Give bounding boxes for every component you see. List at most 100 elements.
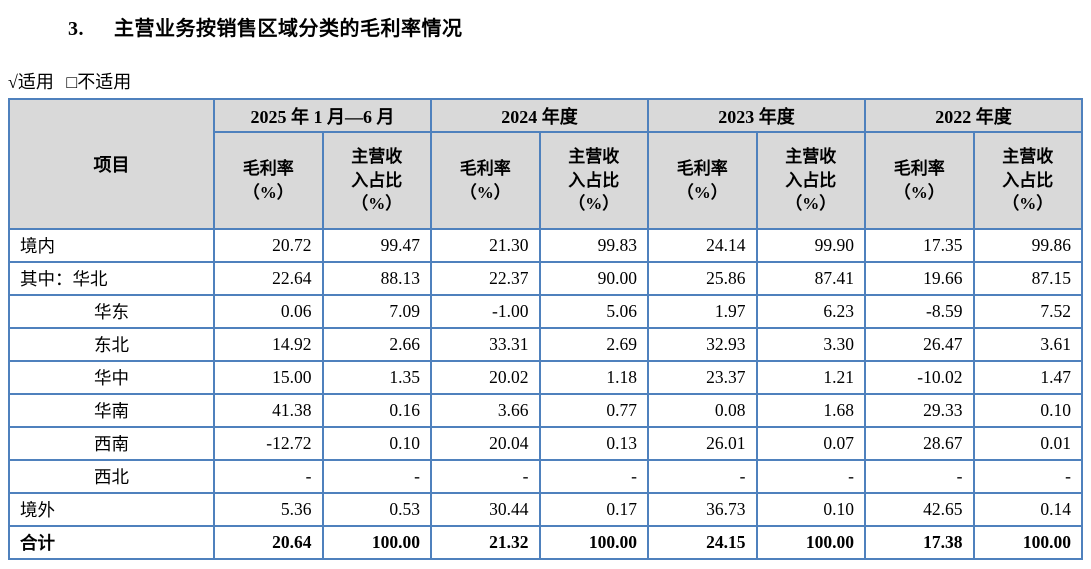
revenue-share-header: 主营收 入占比 （%） [972, 131, 1083, 230]
value-cell: - [430, 459, 541, 494]
value-cell: 0.10 [321, 426, 432, 461]
gross-margin-header: 毛利率 （%） [647, 131, 758, 230]
value-cell: - [647, 459, 758, 494]
value-cell: 25.86 [647, 261, 758, 296]
metric-header-row: 毛利率 （%） 主营收 入占比 （%） 毛利率 （%） 主营收 入占比 （%） … [9, 131, 1083, 230]
value-cell: 0.08 [647, 393, 758, 428]
value-cell: 100.00 [972, 525, 1083, 560]
value-cell: 5.06 [538, 294, 649, 329]
value-cell: 1.97 [647, 294, 758, 329]
value-cell: 0.10 [972, 393, 1083, 428]
table-row: 华中 15.00 1.35 20.02 1.18 23.37 1.21 -10.02 1.47 [8, 360, 1083, 395]
value-cell: 20.02 [430, 360, 541, 395]
period-header-2024: 2024 年度 [430, 98, 649, 133]
value-cell: 7.09 [321, 294, 432, 329]
table-body: 境内 20.72 99.47 21.30 99.83 24.14 99.90 17.35 99.… [8, 228, 1083, 560]
value-cell: -1.00 [430, 294, 541, 329]
value-cell: 0.14 [972, 492, 1083, 527]
value-cell: 87.41 [755, 261, 866, 296]
section-number: 3. [68, 18, 84, 40]
row-label: 西南 [8, 426, 215, 461]
not-applicable-option: □不适用 [66, 72, 132, 92]
revenue-share-header: 主营收 入占比 （%） [321, 131, 432, 230]
value-cell: 26.01 [647, 426, 758, 461]
value-cell: 99.47 [321, 228, 432, 263]
table-row: 境内 20.72 99.47 21.30 99.83 24.14 99.90 17.35 99.… [8, 228, 1083, 263]
table-row: 华东 0.06 7.09 -1.00 5.06 1.97 6.23 -8.59 7.52 [8, 294, 1083, 329]
value-cell: 1.47 [972, 360, 1083, 395]
value-cell: 33.31 [430, 327, 541, 362]
revenue-share-header: 主营收 入占比 （%） [538, 131, 649, 230]
table-row: 西南 -12.72 0.10 20.04 0.13 26.01 0.07 28.67 0.01 [8, 426, 1083, 461]
value-cell: 100.00 [538, 525, 649, 560]
value-cell: 3.61 [972, 327, 1083, 362]
value-cell: 3.30 [755, 327, 866, 362]
value-cell: 15.00 [213, 360, 324, 395]
value-cell: 6.23 [755, 294, 866, 329]
value-cell: 42.65 [864, 492, 975, 527]
gross-margin-header: 毛利率 （%） [864, 131, 975, 230]
table-header: 项目 2025 年 1 月—6 月 2024 年度 2023 年度 2022 年… [8, 98, 1083, 230]
value-cell: - [321, 459, 432, 494]
value-cell: 30.44 [430, 492, 541, 527]
value-cell: 0.07 [755, 426, 866, 461]
row-label: 其中：华北 [8, 261, 215, 296]
value-cell: 2.69 [538, 327, 649, 362]
value-cell: 14.92 [213, 327, 324, 362]
value-cell: 1.18 [538, 360, 649, 395]
value-cell: 21.32 [430, 525, 541, 560]
value-cell: - [213, 459, 324, 494]
value-cell: - [864, 459, 975, 494]
value-cell: 7.52 [972, 294, 1083, 329]
value-cell: 32.93 [647, 327, 758, 362]
table-row: 境外 5.36 0.53 30.44 0.17 36.73 0.10 42.65 0.14 [8, 492, 1083, 527]
value-cell: 87.15 [972, 261, 1083, 296]
item-column-header: 项目 [8, 98, 215, 230]
value-cell: -8.59 [864, 294, 975, 329]
period-header-2022: 2022 年度 [864, 98, 1083, 133]
section-title: 主营业务按销售区域分类的毛利率情况 [114, 18, 463, 40]
value-cell: 3.66 [430, 393, 541, 428]
section-heading: 3. 主营业务按销售区域分类的毛利率情况 [68, 12, 463, 41]
value-cell: 20.72 [213, 228, 324, 263]
table-row: 华南 41.38 0.16 3.66 0.77 0.08 1.68 29.33 0.10 [8, 393, 1083, 428]
value-cell: 28.67 [864, 426, 975, 461]
applicable-option: √适用 [8, 72, 54, 92]
value-cell: 22.37 [430, 261, 541, 296]
row-label: 华东 [8, 294, 215, 329]
value-cell: 2.66 [321, 327, 432, 362]
value-cell: 100.00 [755, 525, 866, 560]
value-cell: 1.21 [755, 360, 866, 395]
value-cell: 0.16 [321, 393, 432, 428]
table-row: 东北 14.92 2.66 33.31 2.69 32.93 3.30 26.47 3.61 [8, 327, 1083, 362]
value-cell: 17.38 [864, 525, 975, 560]
value-cell: 36.73 [647, 492, 758, 527]
table-row: 其中：华北 22.64 88.13 22.37 90.00 25.86 87.41 19.66… [8, 261, 1083, 296]
value-cell: 0.06 [213, 294, 324, 329]
table-row: 西北 - - - - - - - - [8, 459, 1083, 494]
row-label: 境外 [8, 492, 215, 527]
row-label: 华中 [8, 360, 215, 395]
value-cell: 19.66 [864, 261, 975, 296]
gross-margin-header: 毛利率 （%） [430, 131, 541, 230]
value-cell: 99.90 [755, 228, 866, 263]
value-cell: 41.38 [213, 393, 324, 428]
gross-margin-header: 毛利率 （%） [213, 131, 324, 230]
value-cell: 17.35 [864, 228, 975, 263]
gross-margin-by-region-table: 项目 2025 年 1 月—6 月 2024 年度 2023 年度 2022 年… [8, 98, 1083, 560]
value-cell: 99.86 [972, 228, 1083, 263]
value-cell: 88.13 [321, 261, 432, 296]
value-cell: 90.00 [538, 261, 649, 296]
value-cell: 20.64 [213, 525, 324, 560]
value-cell: 0.10 [755, 492, 866, 527]
row-label: 东北 [8, 327, 215, 362]
value-cell: 0.13 [538, 426, 649, 461]
applicability-line: √适用 □不适用 [8, 68, 139, 94]
row-label: 华南 [8, 393, 215, 428]
value-cell: 0.01 [972, 426, 1083, 461]
value-cell: 0.77 [538, 393, 649, 428]
value-cell: 24.14 [647, 228, 758, 263]
value-cell: 99.83 [538, 228, 649, 263]
row-label: 合计 [8, 525, 215, 560]
value-cell: 23.37 [647, 360, 758, 395]
